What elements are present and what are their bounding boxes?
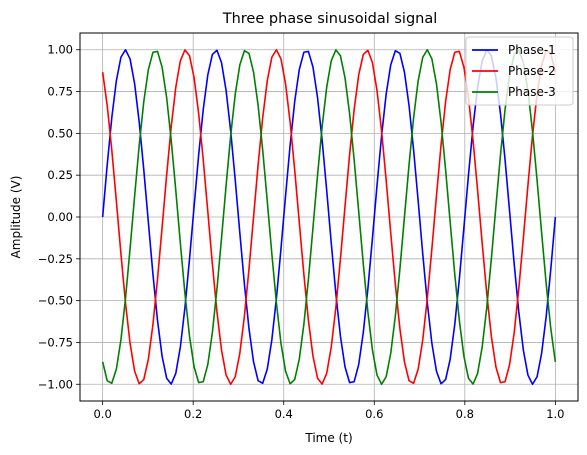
y-tick-label: 0.50 [47, 126, 73, 140]
x-tick-label: 0.6 [365, 407, 383, 421]
legend-label: Phase-2 [508, 64, 556, 78]
x-axis-label: Time (t) [304, 431, 352, 445]
series-line-3 [101, 48, 557, 386]
y-tick-label: 1.00 [47, 43, 73, 57]
y-tick-label: 0.00 [47, 210, 73, 224]
y-tick-label: 0.25 [47, 168, 73, 182]
chart-title: Three phase sinusoidal signal [222, 11, 438, 27]
x-tick-label: 1.0 [546, 407, 564, 421]
legend-label: Phase-1 [508, 43, 556, 57]
y-tick-label: −1.00 [38, 377, 73, 391]
x-tick-label: 0.0 [93, 407, 111, 421]
y-axis: −1.00 −0.75 −0.50 −0.25 0.00 0.25 0.50 0.75 1.00 [38, 43, 80, 391]
legend-box [465, 36, 574, 106]
x-axis: 0.0 0.2 0.4 0.6 0.8 1.0 [93, 401, 565, 421]
legend: Phase-1 Phase-2 Phase-3 [465, 36, 574, 106]
x-tick-label: 0.4 [275, 407, 293, 421]
y-axis-label: Amplitude (V) [9, 176, 23, 259]
legend-label: Phase-3 [508, 85, 556, 99]
y-tick-label: −0.75 [38, 335, 73, 349]
x-tick-label: 0.8 [456, 407, 474, 421]
x-tick-label: 0.2 [184, 407, 202, 421]
series-line-2 [101, 48, 557, 386]
y-tick-label: −0.50 [38, 294, 73, 308]
y-tick-label: 0.75 [47, 85, 73, 99]
y-tick-label: −0.25 [38, 252, 73, 266]
